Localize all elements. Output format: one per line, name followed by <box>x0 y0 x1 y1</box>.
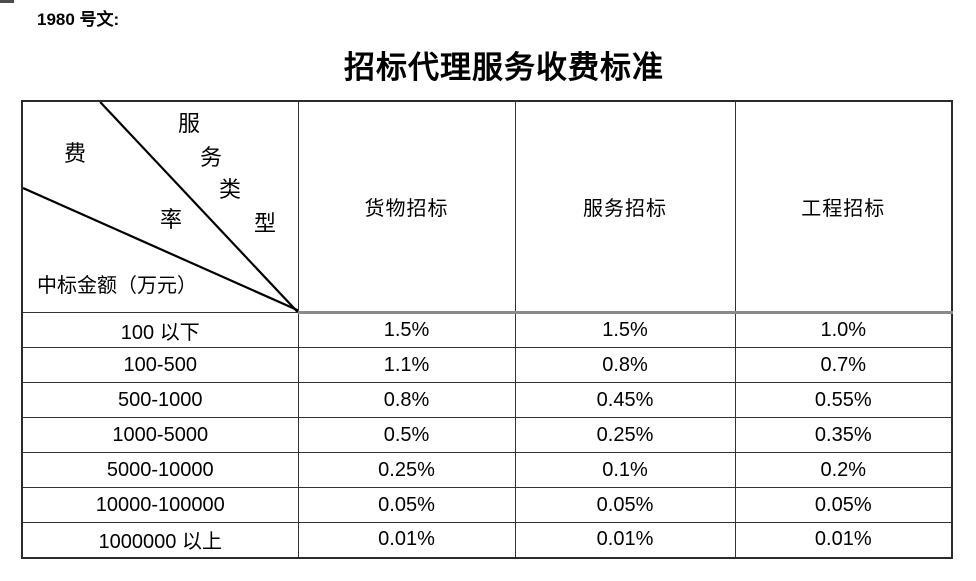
fee-cell: 1.5% <box>297 312 516 348</box>
row-label: 10000-100000 <box>21 487 299 523</box>
fee-standard-table: 服 务 类 型 费 率 中标金额（万元） 货物招标 服务招标 工程招标 100 … <box>21 100 953 559</box>
table-row: 100 以下 1.5% 1.5% 1.0% <box>21 312 953 348</box>
table-row: 1000000 以上 0.01% 0.01% 0.01% <box>21 522 953 558</box>
fee-cell: 0.05% <box>297 487 516 523</box>
fee-cell: 0.05% <box>734 487 953 523</box>
corner-rate-char-2: 率 <box>160 207 183 232</box>
column-header-services: 服务招标 <box>514 100 736 314</box>
fee-cell: 0.01% <box>514 522 736 558</box>
header-row: 服 务 类 型 费 率 中标金额（万元） 货物招标 服务招标 工程招标 <box>21 100 953 314</box>
corner-rate-char-1: 费 <box>64 141 87 166</box>
fee-cell: 0.55% <box>734 382 953 418</box>
corner-type-char-4: 型 <box>254 211 277 236</box>
corner-type-char-3: 类 <box>219 177 242 202</box>
doc-ref-label: 1980 号文: <box>37 10 120 29</box>
fee-cell: 0.05% <box>514 487 736 523</box>
fee-cell: 0.1% <box>514 452 736 488</box>
row-label: 100-500 <box>21 347 299 383</box>
fee-cell: 0.01% <box>734 522 953 558</box>
row-label: 500-1000 <box>21 382 299 418</box>
row-label: 1000000 以上 <box>21 522 299 558</box>
fee-cell: 0.25% <box>514 417 736 453</box>
table-row: 1000-5000 0.5% 0.25% 0.35% <box>21 417 953 453</box>
fee-cell: 0.8% <box>297 382 516 418</box>
column-header-works: 工程招标 <box>734 100 953 314</box>
fee-cell: 0.45% <box>514 382 736 418</box>
corner-type-char-1: 服 <box>178 111 201 136</box>
table-row: 100-500 1.1% 0.8% 0.7% <box>21 347 953 383</box>
fee-cell: 0.5% <box>297 417 516 453</box>
fee-cell: 0.01% <box>297 522 516 558</box>
fee-cell: 0.35% <box>734 417 953 453</box>
fee-cell: 0.25% <box>297 452 516 488</box>
page-edge-artifact <box>0 0 14 3</box>
diagonal-lines <box>23 102 298 312</box>
table-row: 500-1000 0.8% 0.45% 0.55% <box>21 382 953 418</box>
diagonal-corner-box: 服 务 类 型 费 率 中标金额（万元） <box>23 102 298 312</box>
column-header-goods: 货物招标 <box>297 100 516 314</box>
fee-cell: 1.1% <box>297 347 516 383</box>
fee-cell: 1.0% <box>734 312 953 348</box>
fee-cell: 0.8% <box>514 347 736 383</box>
corner-type-char-2: 务 <box>200 145 223 170</box>
page-title: 招标代理服务收费标准 <box>344 50 664 85</box>
row-label: 1000-5000 <box>21 417 299 453</box>
table-row: 5000-10000 0.25% 0.1% 0.2% <box>21 452 953 488</box>
row-label: 5000-10000 <box>21 452 299 488</box>
fee-cell: 1.5% <box>514 312 736 348</box>
row-axis-label: 中标金额（万元） <box>37 275 197 297</box>
diagonal-corner-cell: 服 务 类 型 费 率 中标金额（万元） <box>21 100 299 313</box>
fee-cell: 0.7% <box>734 347 953 383</box>
table-row: 10000-100000 0.05% 0.05% 0.05% <box>21 487 953 523</box>
row-label: 100 以下 <box>21 312 299 348</box>
fee-cell: 0.2% <box>734 452 953 488</box>
